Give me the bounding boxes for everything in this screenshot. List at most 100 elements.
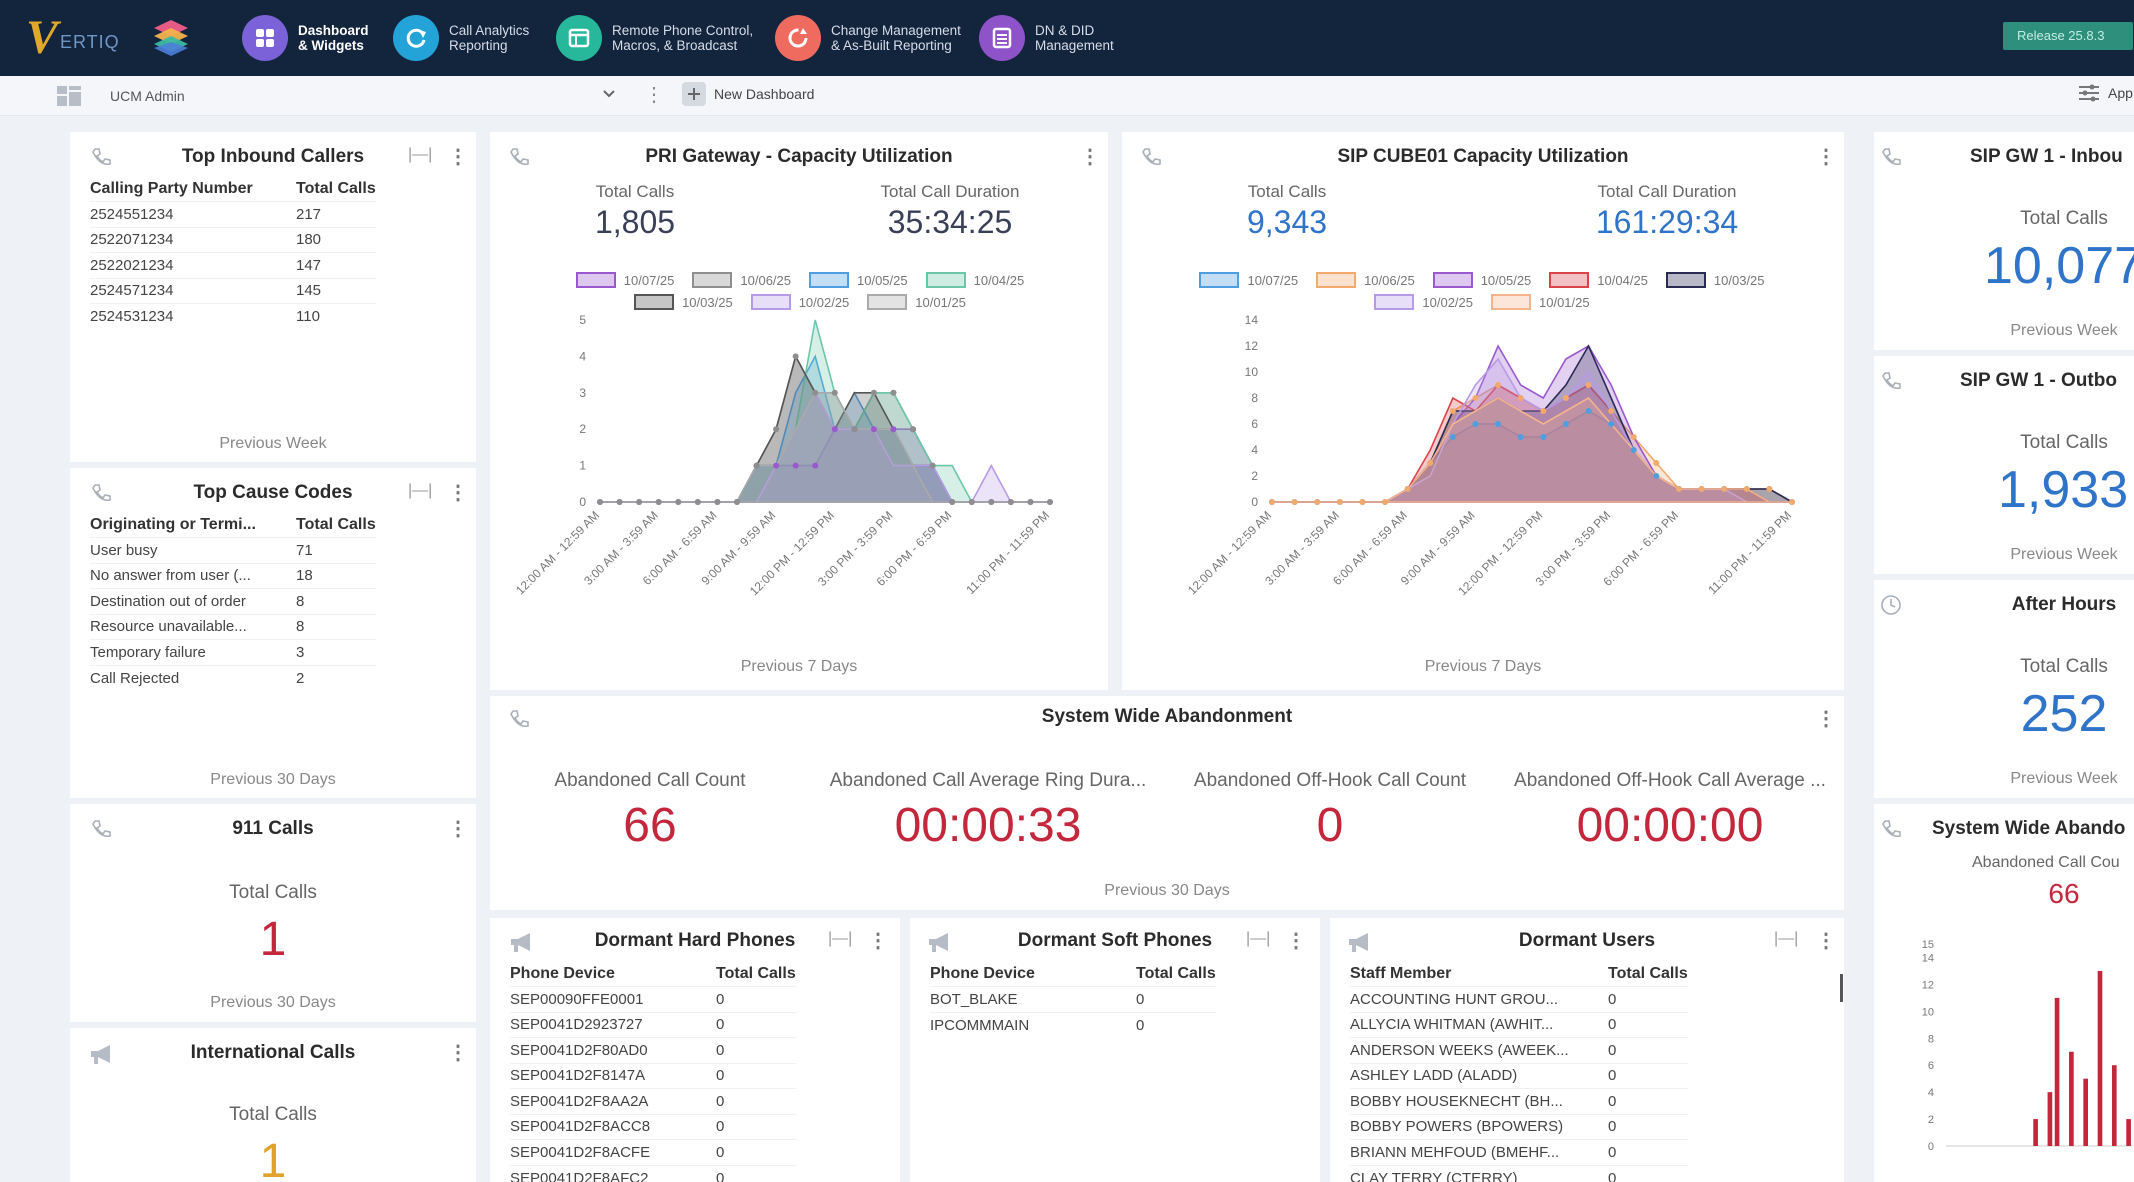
nav-remote-phone-control[interactable]: Remote Phone Control, Macros, & Broadcas… (556, 12, 753, 64)
dashboard-select[interactable]: UCM Admin (110, 88, 185, 104)
table-scrollbar[interactable] (1840, 974, 1843, 1002)
data-point[interactable] (949, 499, 956, 505)
data-point[interactable] (753, 462, 760, 469)
data-point[interactable] (1630, 447, 1637, 453)
data-point[interactable] (1653, 473, 1660, 479)
data-point[interactable] (1743, 486, 1750, 492)
data-point[interactable] (1472, 395, 1479, 401)
table-row[interactable]: ANDERSON WEEKS (AWEEK... 0 (1350, 1037, 1688, 1063)
data-point[interactable] (597, 499, 603, 505)
table-row[interactable]: 2522071234 180 (90, 226, 376, 253)
data-point[interactable] (1608, 421, 1615, 427)
data-point[interactable] (655, 499, 662, 505)
table-row[interactable]: CLAY TERRY (CTERRY) 0 (1350, 1164, 1688, 1182)
table-row[interactable]: BOBBY HOUSEKNECHT (BH... 0 (1350, 1088, 1688, 1114)
data-point[interactable] (1336, 499, 1343, 505)
data-point[interactable] (1630, 434, 1637, 440)
data-point[interactable] (1359, 499, 1366, 505)
data-point[interactable] (1047, 499, 1053, 505)
legend-item[interactable]: 10/02/25 (1374, 294, 1473, 310)
data-point[interactable] (831, 426, 838, 433)
table-row[interactable]: 2524531234 110 (90, 303, 376, 329)
data-point[interactable] (812, 389, 819, 396)
data-point[interactable] (1007, 499, 1014, 505)
resize-icon[interactable]: |—| (408, 482, 433, 499)
resize-icon[interactable]: |—| (1774, 930, 1799, 947)
widget-menu-icon[interactable]: ⋮ (448, 482, 468, 504)
column-header[interactable]: Total Calls (296, 180, 376, 197)
data-point[interactable] (1608, 408, 1615, 414)
table-row[interactable]: SEP0041D2F8ACC8 0 (510, 1113, 796, 1140)
data-point[interactable] (792, 353, 799, 360)
table-row[interactable]: 2524571234 145 (90, 277, 376, 304)
legend-item[interactable]: 10/01/25 (1491, 294, 1590, 310)
column-header[interactable]: Total Calls (716, 965, 796, 982)
legend-item[interactable]: 10/03/25 (634, 294, 733, 310)
data-point[interactable] (890, 389, 897, 396)
data-point[interactable] (1517, 395, 1524, 401)
table-row[interactable]: ALLYCIA WHITMAN (AWHIT... 0 (1350, 1011, 1688, 1038)
data-point[interactable] (1653, 460, 1660, 466)
bar[interactable] (2033, 1119, 2038, 1146)
data-point[interactable] (1382, 499, 1389, 505)
table-row[interactable]: No answer from user (... 18 (90, 562, 376, 589)
data-point[interactable] (714, 499, 721, 505)
data-point[interactable] (968, 499, 975, 505)
widget-menu-icon[interactable]: ⋮ (1816, 930, 1836, 952)
legend-item[interactable]: 10/04/25 (925, 272, 1024, 288)
data-point[interactable] (1427, 460, 1434, 466)
table-row[interactable]: SEP0041D2923727 0 (510, 1011, 796, 1038)
bar[interactable] (2047, 1092, 2053, 1146)
data-point[interactable] (1766, 486, 1773, 492)
bar[interactable] (2126, 1119, 2131, 1146)
data-point[interactable] (1585, 382, 1592, 388)
table-row[interactable]: ACCOUNTING HUNT GROU... 0 (1350, 986, 1688, 1012)
table-row[interactable]: BRIANN MEHFOUD (BMEHF... 0 (1350, 1139, 1688, 1165)
data-point[interactable] (694, 499, 701, 505)
legend-item[interactable]: 10/02/25 (750, 294, 849, 310)
column-header[interactable]: Phone Device (510, 965, 615, 982)
resize-icon[interactable]: |—| (408, 146, 433, 163)
data-point[interactable] (1517, 434, 1524, 440)
data-point[interactable] (1540, 408, 1547, 414)
data-point[interactable] (870, 389, 877, 396)
app-settings-button[interactable]: App (2078, 84, 2133, 102)
data-point[interactable] (1675, 486, 1682, 492)
data-point[interactable] (1314, 499, 1321, 505)
legend-item[interactable]: 10/03/25 (1665, 272, 1765, 288)
data-point[interactable] (929, 462, 936, 469)
legend-item[interactable]: 10/07/25 (1199, 272, 1298, 288)
widget-menu-icon[interactable]: ⋮ (1286, 930, 1306, 952)
column-header[interactable]: Total Calls (296, 516, 376, 533)
legend-item[interactable]: 10/06/25 (1316, 272, 1415, 288)
vertical-logo[interactable]: V ERTIQ (26, 10, 119, 64)
chevron-down-icon[interactable] (603, 90, 615, 98)
widget-menu-icon[interactable]: ⋮ (1080, 146, 1100, 168)
widget-menu-icon[interactable]: ⋮ (868, 930, 888, 952)
data-point[interactable] (1721, 486, 1728, 492)
data-point[interactable] (1698, 486, 1705, 492)
resize-icon[interactable]: |—| (1246, 930, 1271, 947)
column-header[interactable]: Total Calls (1608, 965, 1688, 982)
nav-call-analytics[interactable]: Call Analytics Reporting (393, 12, 529, 64)
data-point[interactable] (851, 426, 858, 433)
table-row[interactable]: BOBBY POWERS (BPOWERS) 0 (1350, 1113, 1688, 1140)
data-point[interactable] (733, 499, 740, 505)
data-point[interactable] (1449, 408, 1456, 414)
legend-item[interactable]: 10/07/25 (575, 272, 674, 288)
data-point[interactable] (1585, 408, 1592, 414)
data-point[interactable] (636, 499, 643, 505)
table-row[interactable]: User busy 71 (90, 537, 376, 563)
data-point[interactable] (1027, 499, 1034, 505)
legend-item[interactable]: 10/04/25 (1549, 272, 1648, 288)
table-row[interactable]: Temporary failure 3 (90, 639, 376, 665)
data-point[interactable] (792, 462, 799, 469)
data-point[interactable] (910, 426, 917, 433)
table-row[interactable]: 2524551234 217 (90, 201, 376, 227)
nav-dn-did-management[interactable]: DN & DID Management (979, 12, 1114, 64)
table-row[interactable]: SEP00090FFE0001 0 (510, 986, 796, 1012)
table-row[interactable]: SEP0041D2F8AA2A 0 (510, 1088, 796, 1114)
data-point[interactable] (1495, 421, 1502, 427)
data-point[interactable] (1269, 499, 1275, 505)
data-point[interactable] (890, 426, 897, 433)
